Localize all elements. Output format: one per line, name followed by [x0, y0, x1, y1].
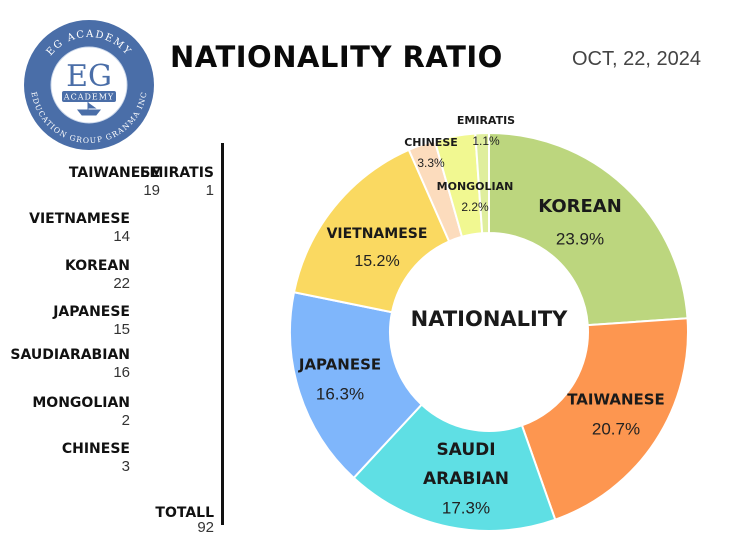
slice-label-japanese: JAPANESE	[298, 356, 381, 374]
slice-japanese	[289, 291, 424, 480]
count-emiratis: EMIRATIS 1	[140, 165, 214, 199]
ship-icon	[76, 102, 102, 116]
count-label: MONGOLIAN	[32, 395, 130, 411]
slice-emiratis	[474, 131, 490, 235]
divider-line	[221, 143, 224, 525]
count-label: TOTALL	[155, 505, 214, 521]
slice-korean	[488, 131, 689, 327]
count-label: JAPANESE	[53, 304, 130, 320]
count-mongolian: MONGOLIAN 2	[32, 395, 130, 429]
count-value: 3	[121, 458, 130, 475]
slice-pct-saudi-arabian: 17.3%	[442, 498, 490, 517]
slice-saudi-arabian	[352, 403, 557, 532]
count-value: 1	[205, 182, 214, 199]
count-korean: KOREAN 22	[65, 258, 130, 292]
slice-label-mongolian: MONGOLIAN	[437, 180, 514, 193]
slice-label-chinese: CHINESE	[404, 136, 458, 149]
slice-label-saudi-arabian: SAUDI	[436, 440, 495, 460]
slice-label-saudi-arabian: ARABIAN	[423, 469, 509, 489]
slice-pct-chinese: 3.3%	[417, 156, 445, 170]
page-title: NATIONALITY RATIO	[170, 40, 503, 74]
count-label: CHINESE	[61, 441, 130, 457]
slice-label-korean: KOREAN	[538, 196, 622, 217]
count-taiwanese: TAIWANESE 19	[69, 165, 160, 199]
slice-label-emiratis: EMIRATIS	[457, 114, 515, 127]
count-value: 92	[197, 519, 214, 536]
count-label: EMIRATIS	[139, 165, 214, 181]
logo-ribbon-text: ACADEMY	[63, 93, 114, 102]
eg-academy-logo: EG ACADEMY EDUCATION GROUP GRANMA INC EG…	[22, 18, 156, 152]
slice-pct-vietnamese: 15.2%	[354, 253, 399, 270]
count-value: 22	[113, 275, 130, 292]
slice-vietnamese	[292, 148, 451, 314]
count-value: 16	[113, 364, 130, 381]
count-value: 14	[113, 228, 130, 245]
slice-pct-mongolian: 2.2%	[461, 200, 489, 214]
count-label: SAUDIARABIAN	[10, 347, 130, 363]
count-chinese: CHINESE 3	[62, 441, 130, 475]
count-total: TOTALL 92	[155, 505, 214, 536]
logo-inner-disc	[51, 47, 127, 123]
slice-pct-taiwanese: 20.7%	[592, 419, 640, 438]
count-vietnamese: VIETNAMESE 14	[29, 211, 130, 245]
count-value: 15	[113, 321, 130, 338]
slice-label-taiwanese: TAIWANESE	[567, 391, 665, 409]
slice-label-vietnamese: VIETNAMESE	[327, 226, 428, 242]
logo-initials: EG	[66, 59, 112, 94]
slice-pct-japanese: 16.3%	[316, 384, 364, 403]
slice-taiwanese	[520, 317, 689, 521]
slice-pct-korean: 23.9%	[556, 229, 604, 248]
count-value: 19	[143, 182, 160, 199]
count-saudiarabian: SAUDIARABIAN 16	[10, 347, 130, 381]
count-label: VIETNAMESE	[29, 211, 130, 227]
count-japanese: JAPANESE 15	[53, 304, 130, 338]
report-date: OCT, 22, 2024	[572, 48, 701, 70]
slice-pct-emiratis: 1.1%	[472, 134, 500, 148]
count-value: 2	[121, 412, 130, 429]
count-label: TAIWANESE	[68, 165, 160, 181]
center-label: NATIONALITY	[411, 307, 569, 331]
count-label: KOREAN	[64, 258, 130, 274]
